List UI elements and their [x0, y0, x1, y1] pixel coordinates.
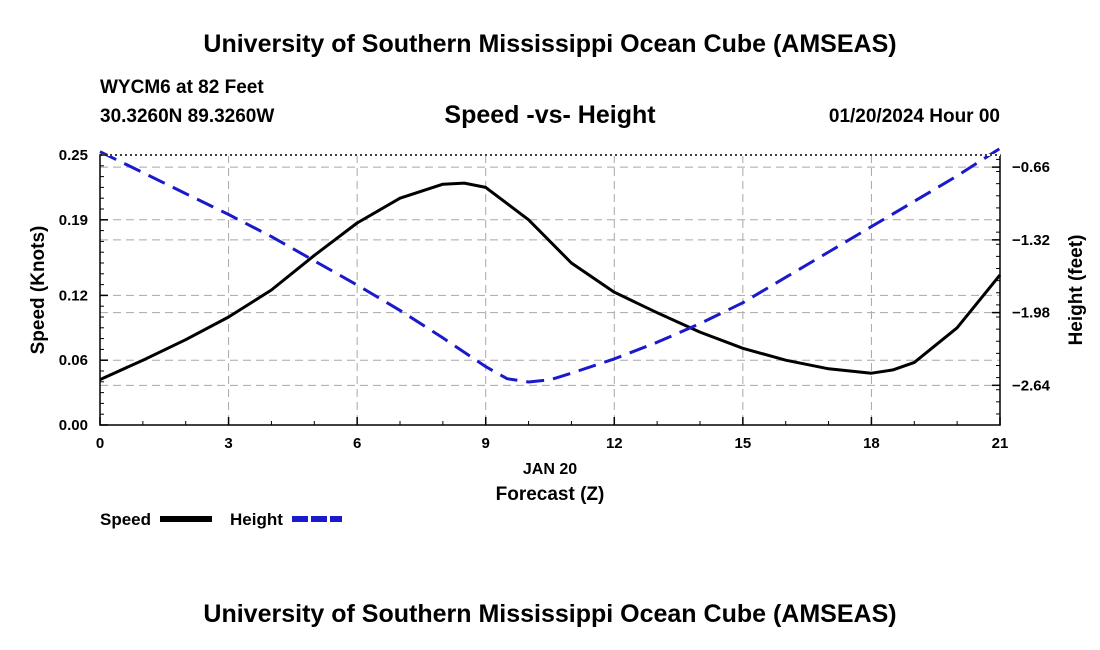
y-tick-label: 0.19	[59, 212, 88, 229]
x-axis-label: Forecast (Z)	[496, 484, 605, 505]
y-tick-label: 0.00	[59, 417, 88, 434]
legend-speed-label: Speed	[100, 510, 151, 529]
y2-tick-label: −0.66	[1012, 159, 1050, 176]
speed-height-chart: 0 3 6 9 12 15 18 21 0.00 0.06 0.12 0.19 0.25 −0.66 −1.…	[28, 147, 1087, 529]
x-tick-label: 18	[863, 435, 880, 452]
label-layer: 0 3 6 9 12 15 18 21 0.00 0.06 0.12 0.19 0.25 −0.66 −1.…	[28, 147, 1087, 505]
datetime-label: 01/20/2024 Hour 00	[828, 106, 1000, 127]
y2-tick-label: −1.98	[1012, 305, 1050, 322]
y-axis-label: Speed (Knots)	[28, 226, 49, 355]
legend-layer: Speed Height	[100, 510, 342, 529]
x-tick-label: 12	[606, 435, 623, 452]
x-tick-label: 3	[224, 435, 232, 452]
legend-height-label: Height	[230, 510, 283, 529]
x-tick-label: 6	[353, 435, 361, 452]
series-speed-line	[99, 181, 1002, 381]
x-sublabel: JAN 20	[523, 461, 577, 478]
grid-layer	[100, 155, 1000, 425]
y2-tick-label: −1.32	[1012, 232, 1050, 249]
plot-frame	[99, 154, 1001, 426]
x-tick-label: 9	[482, 435, 490, 452]
x-tick-label: 15	[735, 435, 752, 452]
x-tick-label: 21	[992, 435, 1009, 452]
x-tick-label: 0	[96, 435, 104, 452]
y-tick-label: 0.12	[59, 287, 88, 304]
series-height-line	[99, 147, 1001, 384]
station-label: WYCM6 at 82 Feet	[100, 77, 264, 98]
footer-title: University of Southern Mississippi Ocean…	[203, 600, 897, 628]
page-title: University of Southern Mississippi Ocean…	[203, 30, 897, 58]
coordinates-label: 30.3260N 89.3260W	[100, 106, 275, 127]
y-tick-label: 0.25	[59, 147, 88, 164]
y2-tick-label: −2.64	[1012, 377, 1051, 394]
chart-subtitle: Speed -vs- Height	[444, 101, 656, 129]
tick-layer	[99, 154, 1001, 426]
series-layer	[99, 147, 1002, 384]
y2-axis-label: Height (feet)	[1066, 235, 1087, 346]
y-tick-label: 0.06	[59, 352, 88, 369]
